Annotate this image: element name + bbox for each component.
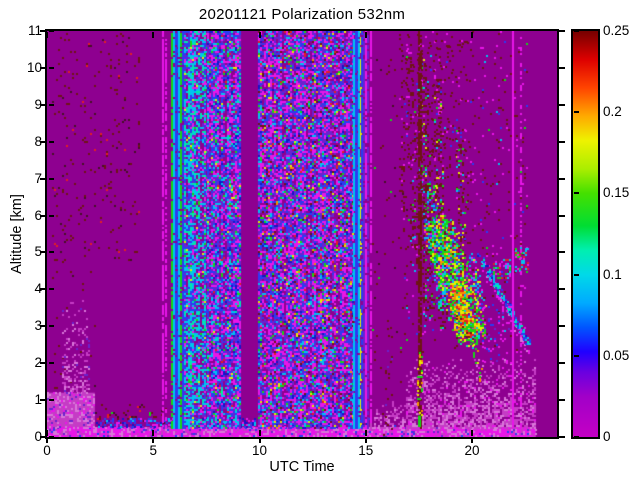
y-tick-left-in bbox=[49, 362, 54, 365]
x-tick-top-in bbox=[258, 32, 261, 38]
y-tick-label: 11 bbox=[27, 23, 42, 38]
y-tick-right-out bbox=[559, 362, 565, 365]
y-tick-right-out bbox=[559, 103, 565, 106]
y-tick-right-out bbox=[559, 30, 565, 32]
y-tick-right-out bbox=[559, 399, 565, 402]
x-tick-label: 5 bbox=[149, 443, 157, 458]
y-tick-left-out bbox=[40, 399, 46, 402]
y-tick-right-out bbox=[559, 140, 565, 143]
y-tick-label: 4 bbox=[34, 281, 42, 297]
y-tick-left-out bbox=[40, 30, 46, 32]
colorbar-tick bbox=[574, 273, 579, 276]
y-tick-left-out bbox=[40, 177, 46, 180]
x-tick-top-in bbox=[46, 32, 48, 38]
x-tick-top-in bbox=[364, 32, 367, 38]
y-tick-left-out bbox=[40, 251, 46, 254]
y-tick-label: 7 bbox=[34, 170, 42, 186]
x-axis-label: UTC Time bbox=[269, 459, 335, 475]
y-tick-right-out bbox=[559, 66, 565, 69]
colorbar-tick bbox=[574, 111, 579, 114]
y-tick-label: 2 bbox=[34, 355, 42, 371]
y-tick-left-in bbox=[49, 103, 54, 106]
y-tick-label: 0 bbox=[34, 429, 42, 444]
colorbar-tick bbox=[574, 354, 579, 357]
y-tick-left-in bbox=[49, 177, 54, 180]
x-tick-label: 0 bbox=[43, 443, 51, 458]
heatmap-canvas bbox=[47, 31, 557, 437]
y-tick-left-out bbox=[40, 436, 46, 438]
y-tick-left-out bbox=[40, 288, 46, 291]
y-tick-left-in bbox=[49, 214, 54, 217]
colorbar-tick-label: 0 bbox=[603, 429, 611, 444]
y-tick-right-out bbox=[559, 288, 565, 291]
colorbar-tick-label: 0.05 bbox=[603, 347, 630, 363]
y-tick-left-in bbox=[49, 140, 54, 143]
colorbar-tick bbox=[574, 30, 579, 32]
y-tick-label: 3 bbox=[34, 318, 42, 334]
y-tick-label: 10 bbox=[26, 59, 42, 75]
colorbar-tick-label: 0.25 bbox=[603, 23, 630, 38]
x-tick-top-in bbox=[152, 32, 155, 38]
y-tick-right-out bbox=[559, 214, 565, 217]
colorbar-tick bbox=[574, 192, 579, 195]
colorbar-tick-label: 0.2 bbox=[603, 104, 622, 120]
y-tick-left-in bbox=[49, 66, 54, 69]
y-tick-left-in bbox=[49, 288, 54, 291]
y-tick-left-out bbox=[40, 214, 46, 217]
x-tick-bottom-in bbox=[471, 430, 473, 436]
y-tick-left-out bbox=[40, 362, 46, 365]
x-tick-bottom-out bbox=[258, 439, 261, 443]
y-tick-label: 5 bbox=[34, 244, 42, 260]
y-tick-left-out bbox=[40, 325, 46, 328]
x-tick-top-in bbox=[471, 32, 473, 38]
x-tick-label: 15 bbox=[358, 443, 374, 458]
y-tick-label: 9 bbox=[34, 96, 42, 112]
x-tick-bottom-out bbox=[364, 439, 367, 443]
colorbar-tick bbox=[574, 436, 579, 438]
y-tick-label: 8 bbox=[34, 133, 42, 149]
x-tick-bottom-in bbox=[364, 430, 367, 436]
colorbar-box bbox=[571, 29, 600, 439]
x-tick-label: 20 bbox=[464, 443, 480, 458]
y-tick-left-in bbox=[49, 325, 54, 328]
y-tick-left-in bbox=[49, 436, 54, 438]
x-tick-bottom-in bbox=[46, 430, 48, 436]
x-tick-bottom-out bbox=[46, 439, 48, 443]
y-tick-label: 1 bbox=[34, 392, 42, 408]
y-tick-left-in bbox=[49, 399, 54, 402]
x-tick-bottom-out bbox=[471, 439, 473, 443]
y-tick-left-in bbox=[49, 30, 54, 32]
y-tick-right-out bbox=[559, 325, 565, 328]
y-tick-right-out bbox=[559, 177, 565, 180]
colorbar-tick-label: 0.1 bbox=[603, 266, 622, 282]
x-tick-label: 10 bbox=[251, 443, 268, 458]
y-tick-left-out bbox=[40, 103, 46, 106]
colorbar-tick-label: 0.15 bbox=[603, 185, 630, 201]
y-tick-right-out bbox=[559, 436, 565, 438]
y-tick-left-out bbox=[40, 140, 46, 143]
x-tick-bottom-in bbox=[258, 430, 261, 436]
y-tick-left-out bbox=[40, 66, 46, 69]
chart-title: 20201121 Polarization 532nm bbox=[198, 6, 406, 23]
colorbar-gradient bbox=[573, 31, 598, 437]
y-tick-left-in bbox=[49, 251, 54, 254]
y-tick-label: 6 bbox=[34, 207, 42, 223]
x-tick-bottom-out bbox=[152, 439, 155, 443]
y-tick-right-out bbox=[559, 251, 565, 254]
x-tick-bottom-in bbox=[152, 430, 155, 436]
